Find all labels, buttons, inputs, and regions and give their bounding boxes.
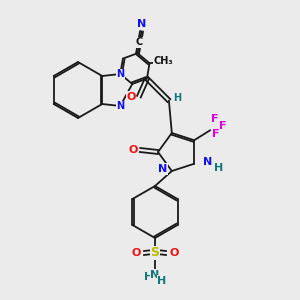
Text: N: N (150, 270, 160, 280)
Text: S: S (151, 247, 160, 260)
Text: C: C (136, 37, 143, 47)
Text: F: F (212, 129, 220, 139)
Text: O: O (169, 248, 179, 258)
Text: H: H (158, 276, 166, 286)
Text: N: N (202, 157, 212, 167)
Text: O: O (126, 92, 136, 102)
Text: H: H (173, 93, 181, 103)
Text: O: O (131, 248, 141, 258)
Text: N: N (116, 101, 124, 111)
Text: O: O (128, 145, 138, 155)
Text: F: F (212, 114, 219, 124)
Text: N: N (116, 69, 124, 79)
Text: F: F (219, 121, 227, 131)
Text: N: N (158, 164, 167, 174)
Text: N: N (137, 19, 146, 29)
Text: H: H (214, 163, 223, 173)
Text: H: H (144, 272, 154, 282)
Text: CH₃: CH₃ (154, 56, 173, 66)
